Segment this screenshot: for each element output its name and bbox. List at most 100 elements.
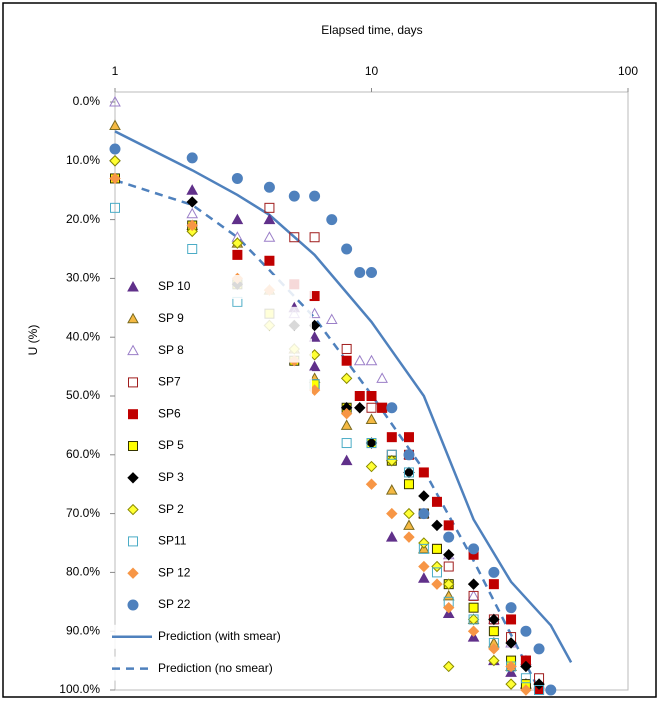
data-point: [231, 237, 244, 249]
data-point: [520, 660, 532, 673]
data-point: [443, 531, 455, 543]
data-point: [365, 413, 378, 425]
legend-label: SP7: [158, 375, 181, 389]
data-point: [263, 181, 275, 193]
legend-bg: [122, 561, 312, 586]
data-point: [341, 438, 352, 449]
data-point: [264, 255, 275, 266]
legend-marker: [127, 472, 139, 484]
data-point: [403, 507, 415, 520]
data-point: [109, 155, 121, 167]
x-tick-label: 1: [112, 64, 119, 78]
data-point: [386, 507, 398, 520]
data-point: [366, 267, 377, 279]
legend-marker: [128, 377, 138, 388]
data-point: [109, 143, 121, 155]
legend-marker: [127, 599, 139, 611]
data-point: [341, 343, 352, 354]
chart-frame: [2, 2, 657, 698]
data-point: [418, 560, 430, 573]
x-axis-title: Elapsed time, days: [321, 23, 422, 37]
data-point: [109, 95, 121, 107]
data-point: [376, 372, 388, 383]
data-point: [340, 407, 353, 420]
data-point: [110, 202, 120, 213]
y-axis-title: U (%): [26, 325, 40, 356]
data-point: [468, 543, 480, 555]
data-point: [520, 673, 531, 684]
data-point: [488, 643, 500, 655]
data-point: [443, 520, 454, 531]
data-point: [467, 625, 480, 637]
data-point: [264, 202, 275, 213]
legend-marker: [127, 280, 139, 292]
data-point: [418, 467, 429, 478]
data-point: [366, 438, 377, 449]
legend-label: SP 10: [158, 279, 191, 293]
data-point: [431, 560, 443, 573]
data-point: [365, 478, 378, 490]
legend-label: SP 5: [158, 438, 184, 452]
legend-marker: [127, 344, 139, 356]
data-point: [186, 225, 198, 238]
data-point: [366, 402, 377, 413]
data-point: [468, 614, 479, 625]
x-tick-label: 10: [365, 64, 379, 78]
legend-marker: [128, 409, 138, 420]
data-point: [468, 590, 479, 601]
legend-label: SP11: [158, 534, 187, 548]
data-point: [365, 460, 378, 473]
y-tick-label: 70.0%: [66, 506, 100, 520]
legend-bg: [122, 306, 312, 331]
data-point: [520, 625, 532, 637]
data-point: [354, 267, 366, 279]
data-point: [403, 519, 415, 530]
data-point: [431, 578, 443, 590]
data-point: [340, 419, 353, 430]
data-point: [326, 214, 338, 226]
data-point: [232, 249, 243, 260]
legend-label: SP 8: [158, 343, 184, 357]
data-point: [488, 626, 499, 637]
data-point: [340, 454, 353, 466]
data-point: [505, 637, 517, 649]
legend-label: SP 12: [158, 565, 191, 579]
data-point: [403, 432, 414, 443]
data-point: [340, 372, 353, 385]
legend-bg: [122, 402, 312, 427]
data-point: [431, 543, 442, 554]
legend-label: SP 22: [158, 597, 191, 611]
legend-bg: [122, 338, 312, 363]
data-point: [418, 537, 430, 549]
legend-bg: [122, 593, 312, 617]
data-point: [533, 643, 545, 655]
legend-label: SP 2: [158, 502, 184, 516]
y-tick-label: 50.0%: [66, 388, 100, 402]
data-point: [386, 402, 398, 414]
data-point: [403, 449, 415, 461]
data-point: [186, 184, 199, 195]
data-point: [403, 531, 415, 543]
data-point: [354, 402, 366, 414]
data-point: [505, 678, 517, 690]
y-tick-label: 20.0%: [66, 212, 100, 226]
data-point: [288, 190, 300, 202]
data-point: [377, 402, 388, 413]
x-tick-label: 100: [618, 64, 638, 78]
data-point: [263, 231, 276, 242]
legend-label: SP6: [158, 406, 181, 420]
legend-bg: [122, 434, 312, 458]
y-tick-label: 40.0%: [66, 329, 100, 343]
y-tick-label: 30.0%: [66, 271, 100, 285]
data-point: [534, 685, 545, 695]
legend-label: Prediction (no smear): [158, 661, 273, 675]
data-point: [186, 196, 198, 208]
legend-bg: [122, 465, 312, 490]
y-tick-label: 80.0%: [66, 565, 100, 579]
data-point: [506, 614, 517, 625]
legend-label: Prediction (with smear): [158, 629, 281, 643]
legend-marker: [127, 503, 139, 516]
data-point: [467, 578, 480, 590]
y-tick-label: 10.0%: [66, 153, 100, 167]
